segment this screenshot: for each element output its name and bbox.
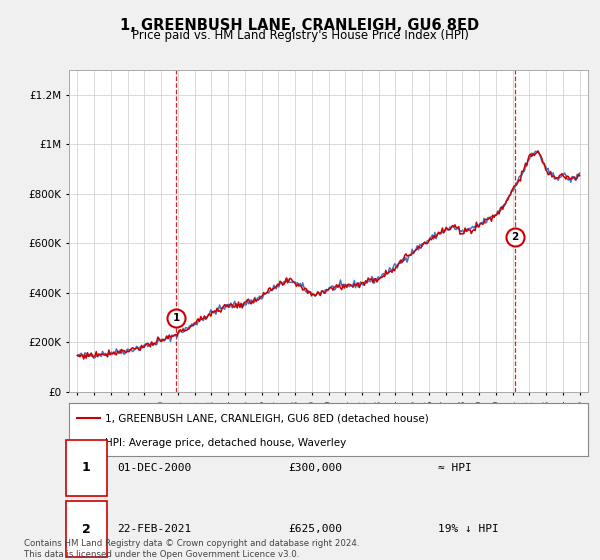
Text: £300,000: £300,000	[288, 463, 342, 473]
Text: £625,000: £625,000	[288, 524, 342, 534]
Text: HPI: Average price, detached house, Waverley: HPI: Average price, detached house, Wave…	[106, 438, 347, 448]
Text: 1: 1	[82, 461, 91, 474]
Text: 2: 2	[82, 522, 91, 536]
Text: 19% ↓ HPI: 19% ↓ HPI	[438, 524, 499, 534]
Text: 1, GREENBUSH LANE, CRANLEIGH, GU6 8ED (detached house): 1, GREENBUSH LANE, CRANLEIGH, GU6 8ED (d…	[106, 413, 429, 423]
Text: Contains HM Land Registry data © Crown copyright and database right 2024.
This d: Contains HM Land Registry data © Crown c…	[24, 539, 359, 559]
Text: Price paid vs. HM Land Registry's House Price Index (HPI): Price paid vs. HM Land Registry's House …	[131, 29, 469, 42]
Text: ≈ HPI: ≈ HPI	[438, 463, 472, 473]
Text: 22-FEB-2021: 22-FEB-2021	[117, 524, 191, 534]
Text: 1, GREENBUSH LANE, CRANLEIGH, GU6 8ED: 1, GREENBUSH LANE, CRANLEIGH, GU6 8ED	[121, 18, 479, 34]
Text: 2: 2	[511, 232, 518, 242]
Text: 1: 1	[173, 312, 180, 323]
Text: 01-DEC-2000: 01-DEC-2000	[117, 463, 191, 473]
